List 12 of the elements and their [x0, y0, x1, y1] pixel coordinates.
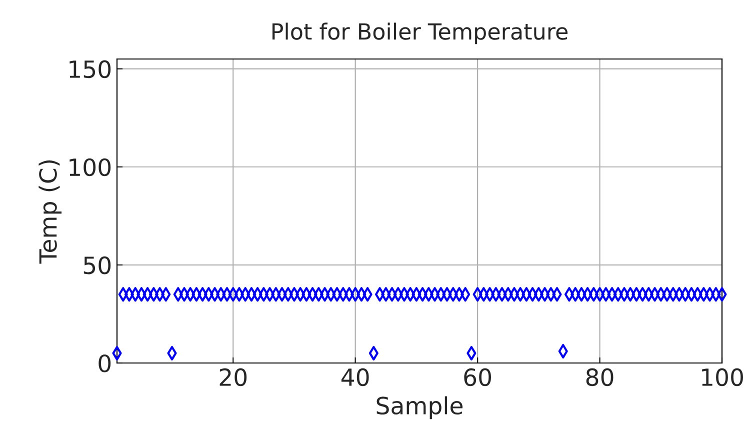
x-tick-label: 40 [341, 368, 369, 386]
x-tick-label: 20 [220, 368, 247, 386]
chart-title: Plot for Boiler Temperature [272, 22, 568, 44]
x-tick-label: 60 [464, 368, 492, 386]
y-axis-title: Temp (C) [38, 160, 62, 264]
x-axis-title: Sample [376, 396, 463, 420]
x-tick-label: 100 [702, 368, 743, 386]
y-tick-label: 100 [70, 158, 111, 176]
y-tick-label: 150 [70, 60, 111, 78]
y-tick-label: 50 [84, 256, 111, 274]
y-tick-label: 0 [98, 354, 111, 372]
x-tick-label: 80 [586, 368, 614, 386]
